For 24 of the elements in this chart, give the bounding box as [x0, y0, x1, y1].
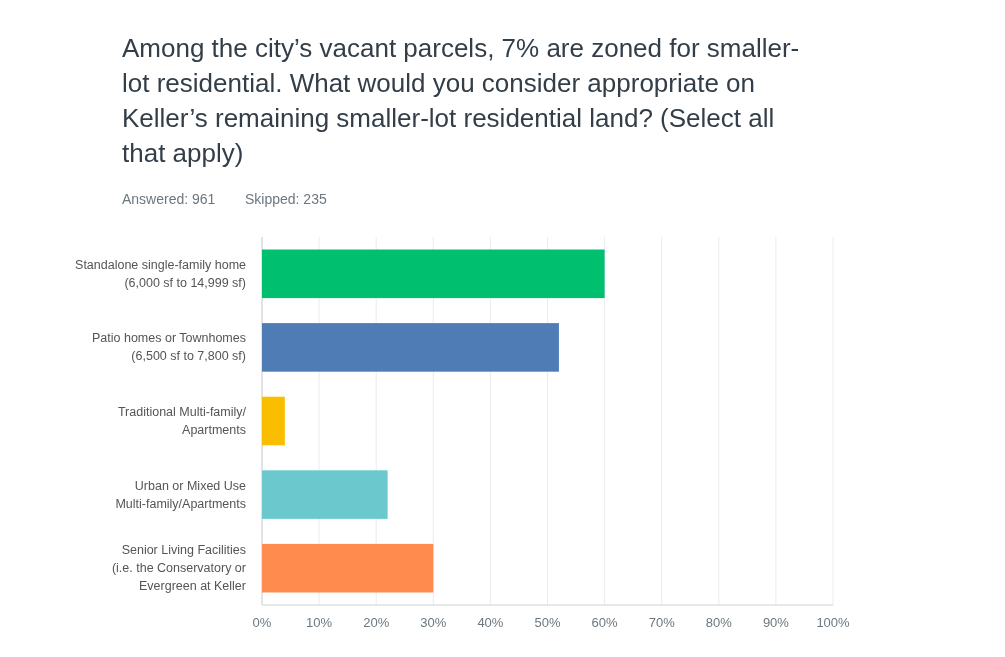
x-tick-label: 70%: [648, 615, 676, 630]
x-tick-label: 10%: [306, 615, 333, 630]
x-tick-label: 60%: [591, 615, 619, 630]
bar: [262, 323, 559, 372]
bar: [262, 470, 388, 519]
chart-title: Among the city’s vacant parcels, 7% are zoned for smaller-lot residential. What would you consider appropriate on Keller’s remaining smaller-lot residential land? (Select all that apply): [122, 33, 800, 168]
x-tick-label: 0%: [252, 615, 272, 630]
text: Answered: 961: [122, 191, 216, 207]
bar: [262, 396, 285, 446]
bar: [262, 543, 434, 593]
bar: [262, 249, 605, 299]
x-tick-label: 30%: [420, 615, 447, 630]
x-tick-label: 90%: [762, 615, 790, 630]
x-tick-label: 100%: [816, 615, 851, 630]
y-tick-label: Patio homes or Townhomes (6,500 sf to 7,800 sf): [91, 331, 246, 364]
text: Skipped: 235: [245, 191, 327, 207]
x-tick-label: 20%: [363, 615, 390, 630]
y-tick-label: Standalone single-family home (6,000 sf to 14,999 sf): [75, 257, 247, 290]
y-tick-label: Traditional Multi-family/ Apartments: [117, 405, 247, 437]
x-tick-label: 80%: [705, 615, 733, 630]
x-tick-label: 50%: [534, 615, 561, 630]
y-tick-label: Urban or Mixed Use Multi-family/Apartments: [115, 478, 247, 511]
x-tick-label: 40%: [477, 615, 504, 630]
y-tick-label: Senior Living Facilities (i.e. the Conservatory or Evergreen at Keller: [111, 543, 246, 594]
